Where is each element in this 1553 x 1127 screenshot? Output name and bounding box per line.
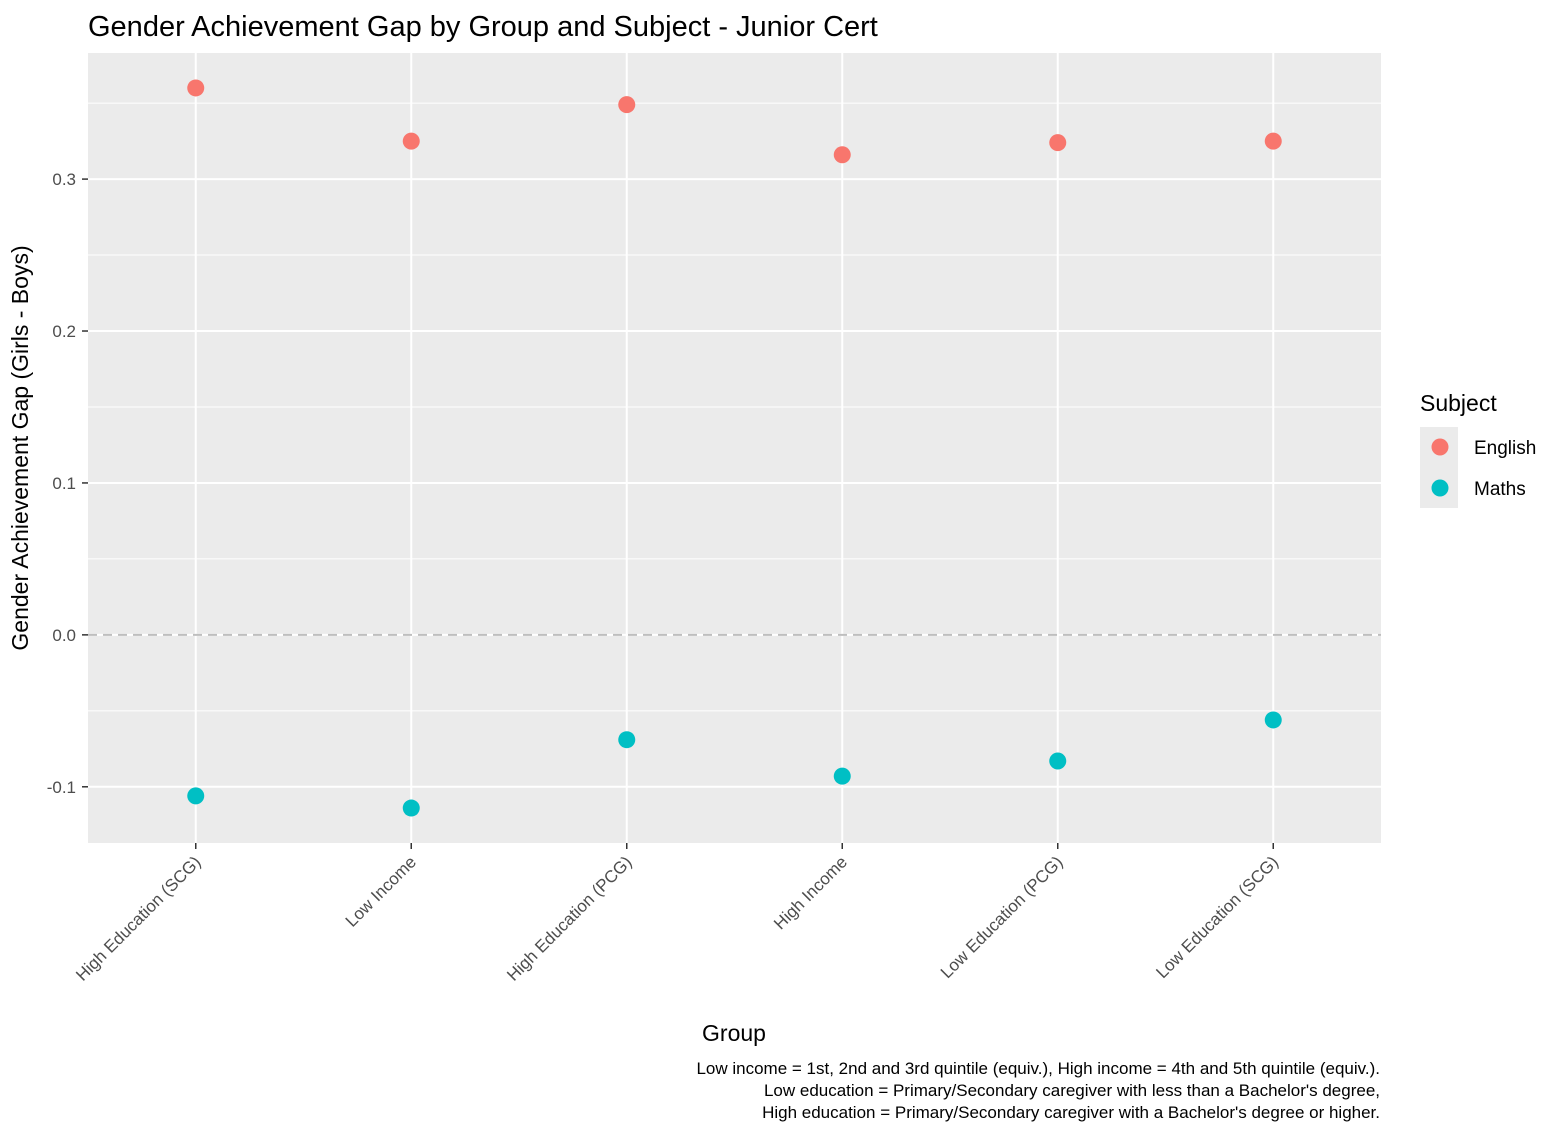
legend-title: Subject	[1420, 390, 1497, 416]
x-tick-label: Low Education (SCG)	[1152, 852, 1282, 982]
caption-line: Low education = Primary/Secondary caregi…	[764, 1081, 1380, 1100]
y-tick-label: -0.1	[47, 778, 76, 797]
y-tick-label: 0.2	[52, 322, 76, 341]
point-maths	[618, 731, 636, 749]
caption-line: Low income = 1st, 2nd and 3rd quintile (…	[696, 1059, 1380, 1078]
grid-lines	[88, 53, 1381, 843]
point-english	[1264, 132, 1282, 150]
legend-key-english	[1431, 438, 1449, 456]
y-tick-label: 0.1	[52, 474, 76, 493]
point-maths	[402, 799, 420, 817]
plot-panel	[88, 53, 1381, 843]
legend-label-english: English	[1474, 438, 1536, 459]
x-axis-label: Group	[702, 1020, 766, 1046]
x-tick-label: Low Income	[342, 852, 420, 930]
point-maths	[1049, 752, 1067, 770]
legend: Subject English Maths	[1420, 390, 1536, 508]
chart-title: Gender Achievement Gap by Group and Subj…	[88, 11, 878, 43]
point-maths	[1264, 711, 1282, 729]
x-tick-label: High Income	[770, 852, 851, 933]
legend-label-maths: Maths	[1474, 479, 1526, 500]
x-axis: High Education (SCG) Low Income High Educa…	[72, 843, 1282, 985]
point-maths	[187, 787, 205, 805]
x-tick-label: Low Education (PCG)	[937, 852, 1067, 982]
y-axis: -0.1 0.0 0.1 0.2 0.3	[47, 170, 88, 797]
point-maths	[833, 767, 851, 785]
y-tick-label: 0.0	[52, 626, 76, 645]
y-axis-label: Gender Achievement Gap (Girls - Boys)	[7, 245, 33, 650]
point-english	[833, 146, 851, 164]
y-tick-label: 0.3	[52, 170, 76, 189]
data-points	[187, 79, 1282, 817]
caption-line: High education = Primary/Secondary careg…	[762, 1103, 1380, 1122]
caption: Low income = 1st, 2nd and 3rd quintile (…	[696, 1059, 1380, 1122]
point-english	[187, 79, 205, 97]
point-english	[618, 96, 636, 114]
point-english	[1049, 134, 1067, 152]
legend-key-maths	[1431, 479, 1449, 497]
point-english	[402, 132, 420, 150]
x-tick-label: High Education (PCG)	[503, 852, 635, 984]
x-tick-label: High Education (SCG)	[72, 852, 204, 984]
